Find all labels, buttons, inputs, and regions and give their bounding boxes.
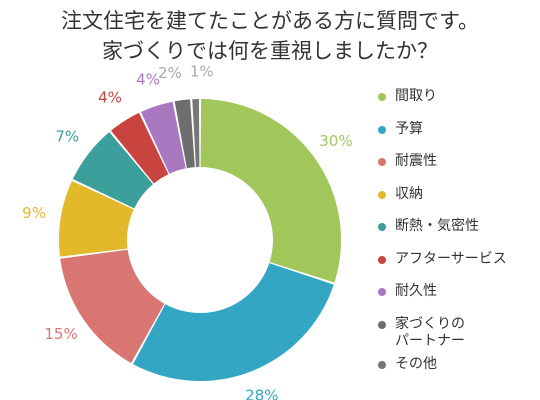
legend-marker-madori [378,93,386,101]
legend-item-taikyu: 耐久性 [378,283,538,316]
legend-label-dannetsu: 断熱・気密性 [395,218,479,234]
chart-title: 注文住宅を建てたことがある方に質問です。 家づくりでは何を重視しましたか？ [0,6,540,66]
slice-label-dannetsu: 7% [55,128,79,146]
legend-marker-taikyu [378,288,386,296]
legend-label-taikyu: 耐久性 [395,283,437,299]
slice-after-service [110,112,169,184]
slice-label-taishin: 15% [44,325,77,343]
legend-label-other: その他 [395,355,437,372]
legend-item-taishin: 耐震性 [378,153,538,186]
slice-other [192,99,200,168]
legend-marker-after-service [378,255,386,264]
legend-label-partner: 家づくりの パートナー [395,315,465,349]
legend-label-shuno: 収納 [395,185,423,202]
legend-marker-dannetsu [378,223,386,231]
legend-marker-partner [378,320,386,329]
slice-yosan [133,263,334,381]
slice-label-after-service: 4% [98,89,122,107]
legend-label-yosan: 予算 [395,120,423,137]
legend-item-other: その他 [378,356,538,389]
legend-marker-other [378,360,386,369]
legend-label-taishin: 耐震性 [395,153,437,169]
legend-item-yosan: 予算 [378,121,538,154]
slice-madori [200,99,341,283]
chart-legend: 間取り 予算 耐震性 収納 断熱・気密性 アフターサービス 耐久性 家づくりの … [378,88,538,388]
slice-taikyu [140,101,186,174]
legend-label-after-service: アフターサービス [395,250,507,267]
legend-item-shuno: 収納 [378,186,538,219]
legend-marker-yosan [378,125,386,134]
slice-taishin [60,249,165,364]
legend-item-partner: 家づくりの パートナー [378,316,538,356]
legend-item-after-service: アフターサービス [378,251,538,284]
title-line-2: 家づくりでは何を重視しましたか？ [102,39,438,63]
slice-label-other: 1% [190,63,214,81]
slice-label-taikyu: 4% [136,71,160,89]
legend-marker-shuno [378,190,386,199]
legend-item-madori: 間取り [378,88,538,121]
title-line-1: 注文住宅を建てたことがある方に質問です。 [61,9,479,33]
legend-marker-taishin [378,158,386,166]
legend-item-dannetsu: 断熱・気密性 [378,218,538,251]
slice-label-madori: 30% [319,132,352,150]
legend-label-madori: 間取り [395,88,437,104]
slice-label-shuno: 9% [22,204,46,222]
slice-partner [174,99,195,169]
slice-label-partner: 2% [158,64,182,82]
slice-shuno [58,180,134,257]
slice-label-yosan: 28% [245,387,278,400]
slice-dannetsu [72,132,154,209]
